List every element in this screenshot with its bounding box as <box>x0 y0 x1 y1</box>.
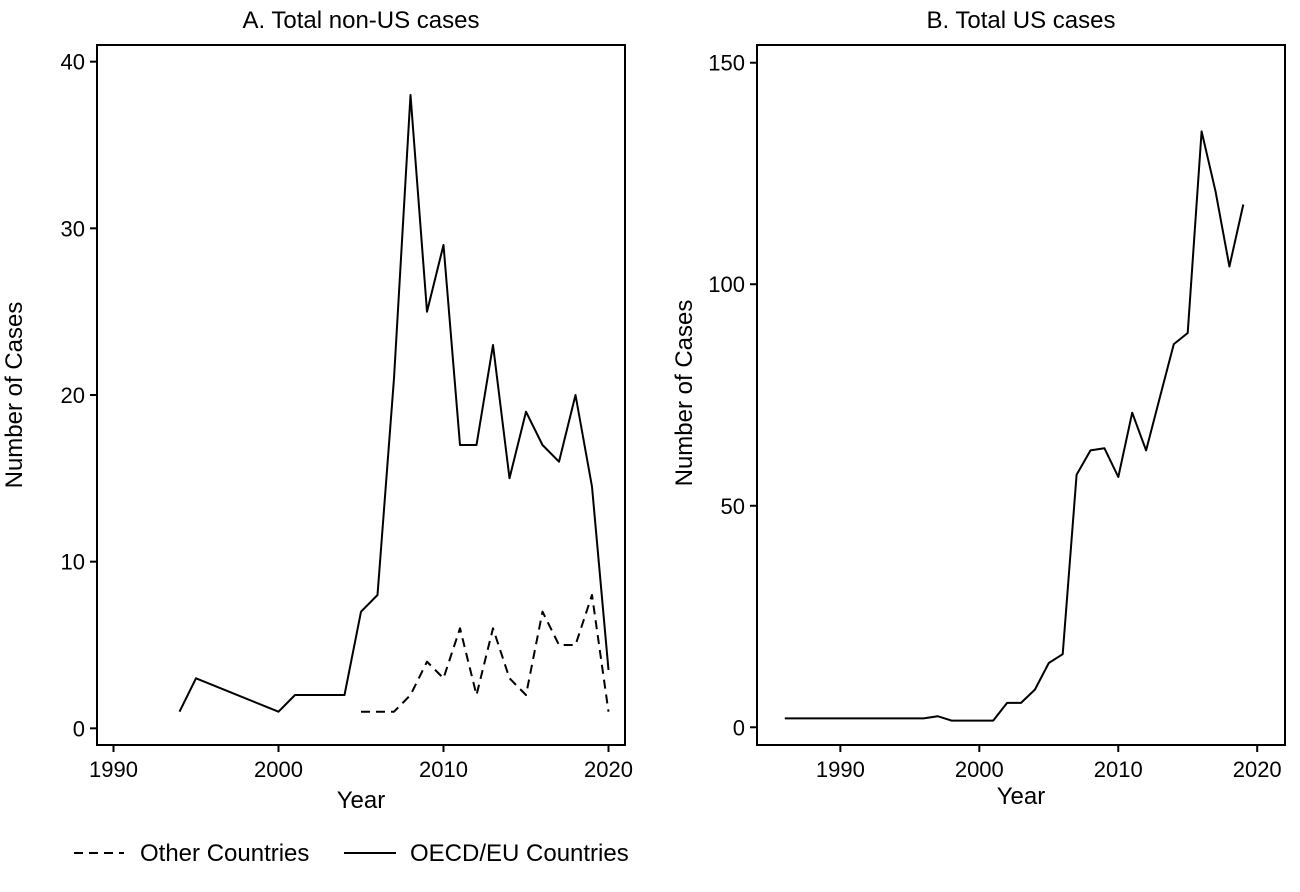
ticks-b: 1990 2000 2010 2020 0 50 100 150 <box>708 51 1281 782</box>
series-line-dashed-a <box>361 594 610 713</box>
x-axis-label-b: Year <box>997 783 1046 810</box>
y-tick-label-b: 0 <box>733 715 745 740</box>
ticks-a: 1990 2000 2010 2020 0 10 20 30 40 <box>61 50 633 782</box>
y-tick-label-a: 30 <box>61 216 85 241</box>
x-tick-label-b: 2020 <box>1233 757 1282 782</box>
legend-label-other: Other Countries <box>140 840 309 867</box>
x-tick-label-a: 2020 <box>584 757 633 782</box>
legend: Other Countries OECD/EU Countries <box>74 840 629 867</box>
series-line-solid-b <box>784 130 1245 722</box>
plot-frame-b <box>756 44 1286 746</box>
y-tick-label-a: 10 <box>61 550 85 575</box>
panel-a: A. Total non-US cases Year Number of Cas… <box>1 7 633 814</box>
y-axis-label-a: Number of Cases <box>1 302 28 489</box>
series-lines-a <box>178 94 610 713</box>
x-tick-label-b: 1990 <box>816 757 865 782</box>
series-line-solid-a <box>178 94 610 713</box>
y-tick-label-a: 0 <box>73 716 85 741</box>
x-tick-label-a: 2010 <box>419 757 468 782</box>
y-tick-label-a: 40 <box>61 50 85 75</box>
y-axis-label-b: Number of Cases <box>671 300 698 487</box>
x-tick-label-b: 2000 <box>955 757 1004 782</box>
x-axis-label-a: Year <box>337 787 386 814</box>
x-tick-label-a: 2000 <box>254 757 303 782</box>
y-tick-label-a: 20 <box>61 383 85 408</box>
plot-frame-a <box>96 44 626 746</box>
legend-label-oecd: OECD/EU Countries <box>410 840 629 867</box>
y-tick-label-b: 50 <box>721 494 745 519</box>
chart-title-a: A. Total non-US cases <box>242 7 479 34</box>
chart-title-b: B. Total US cases <box>927 7 1116 34</box>
y-tick-label-b: 100 <box>708 272 745 297</box>
series-lines-b <box>784 130 1245 722</box>
x-tick-label-a: 1990 <box>89 757 138 782</box>
panel-b: B. Total US cases Year Number of Cases 1… <box>671 7 1286 810</box>
x-tick-label-b: 2010 <box>1094 757 1143 782</box>
y-tick-label-b: 150 <box>708 51 745 76</box>
